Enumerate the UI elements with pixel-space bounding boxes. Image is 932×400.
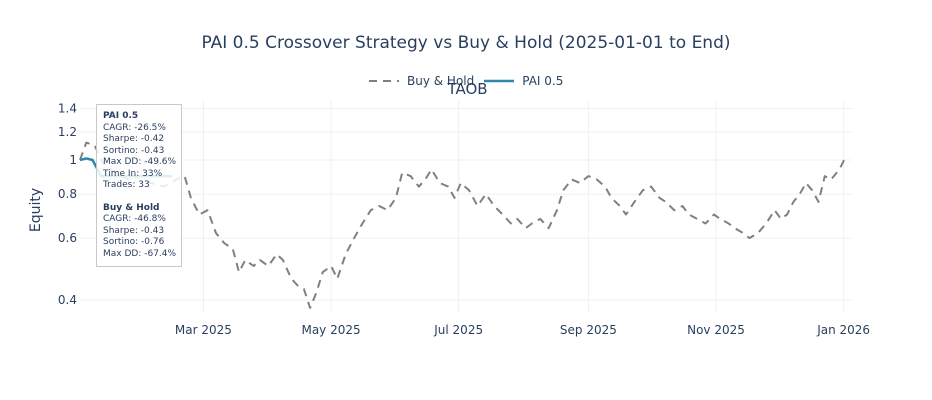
stats-annotation: PAI 0.5 CAGR: -26.5% Sharpe: -0.42 Sorti…	[96, 104, 182, 267]
stats-line: Time In: 33%	[103, 168, 163, 179]
x-ticks: Mar 2025 May 2025 Jul 2025 Sep 2025 Nov 2025…	[175, 323, 870, 337]
legend: Buy & Hold PAI 0.5	[367, 74, 571, 88]
y-tick-label: 0.8	[58, 187, 77, 201]
stats-line: Sharpe: -0.43	[103, 225, 165, 236]
y-tick-label: 0.6	[58, 231, 77, 245]
stats-line: CAGR: -26.5%	[103, 122, 166, 133]
legend-swatch-pai	[484, 79, 515, 83]
stats-line: Sortino: -0.43	[103, 145, 165, 156]
grid	[80, 100, 852, 312]
stats-bh-title: Buy & Hold	[103, 202, 160, 213]
chart-subtitle: TAOB	[447, 80, 488, 98]
x-tick-label: Sep 2025	[560, 323, 617, 337]
legend-swatch-buy-hold	[369, 80, 399, 82]
x-tick-label: Nov 2025	[687, 323, 745, 337]
chart-title: PAI 0.5 Crossover Strategy vs Buy & Hold…	[201, 33, 731, 53]
y-tick-label: 1.2	[58, 125, 77, 139]
legend-item-buy-hold[interactable]: Buy & Hold	[367, 74, 474, 88]
y-tick-label: 0.4	[58, 293, 77, 307]
legend-item-pai[interactable]: PAI 0.5	[482, 74, 563, 88]
y-tick-label: 1	[69, 153, 77, 167]
stats-line: Sortino: -0.76	[103, 237, 165, 247]
series-line-buy-hold	[79, 141, 847, 309]
stats-strategy-title: PAI 0.5	[103, 111, 139, 121]
stats-line: Trades: 33	[103, 180, 150, 190]
stats-line: Sharpe: -0.42	[103, 134, 165, 144]
series-layer	[79, 141, 847, 309]
stats-line: Max DD: -67.4%	[103, 248, 177, 259]
x-tick-label: Jan 2026	[816, 323, 870, 337]
x-tick-label: Mar 2025	[175, 323, 232, 337]
legend-label-buy-hold: Buy & Hold	[407, 74, 475, 88]
x-tick-label: May 2025	[301, 323, 360, 337]
x-tick-label: Jul 2025	[433, 323, 483, 337]
legend-label-pai: PAI 0.5	[522, 74, 564, 88]
stats-line: Max DD: -49.6%	[103, 157, 177, 167]
y-tick-label: 1.4	[58, 101, 77, 115]
y-axis-label: Equity	[28, 188, 44, 232]
y-ticks: 0.4 0.6 0.8 1 1.2 1.4	[58, 101, 77, 307]
stats-line: CAGR: -46.8%	[103, 214, 166, 224]
